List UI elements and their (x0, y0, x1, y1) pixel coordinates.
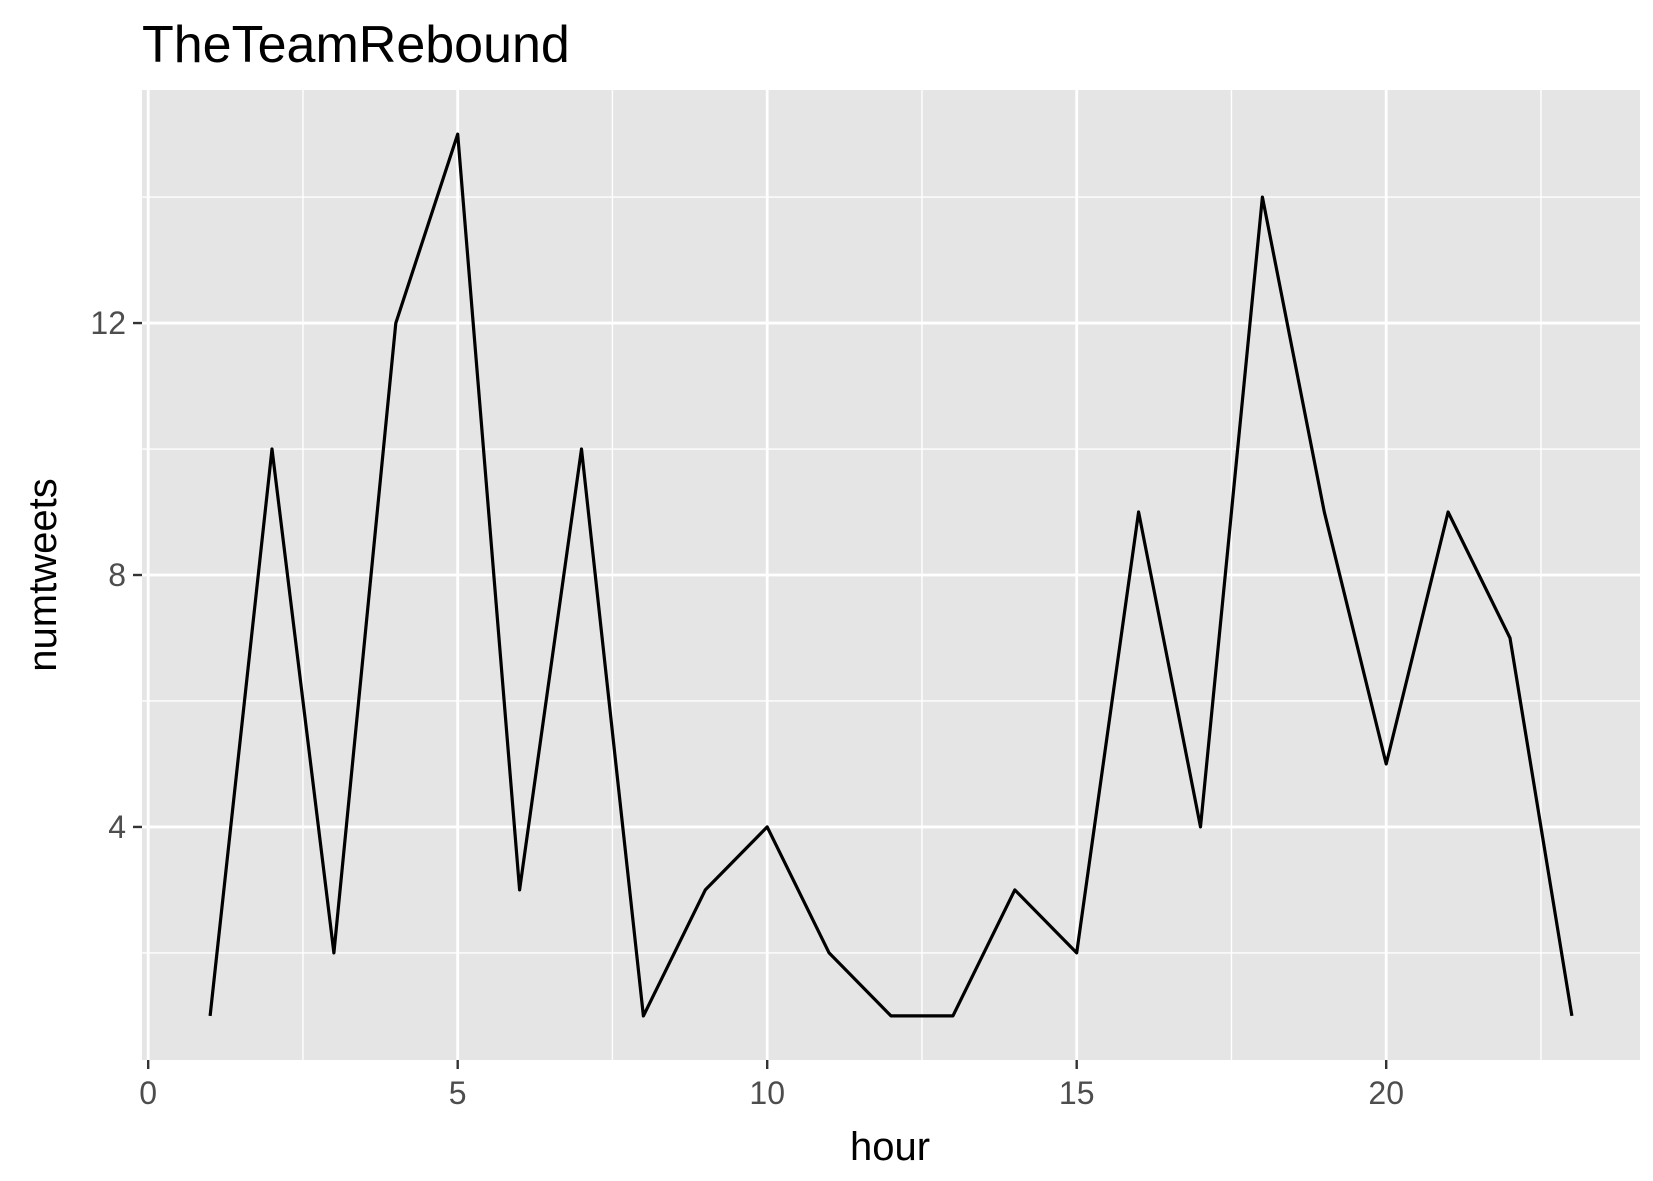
y-axis: 4 8 12 (90, 305, 142, 845)
x-tick-label: 5 (449, 1075, 467, 1111)
y-tick-label: 8 (108, 557, 126, 593)
x-tick-label: 15 (1059, 1075, 1095, 1111)
series-group (208, 132, 1574, 1018)
major-gridlines (142, 90, 1640, 1060)
x-axis: 0 5 10 15 20 (139, 1060, 1404, 1111)
x-axis-title: hour (850, 1125, 930, 1169)
series-line (208, 132, 1574, 1018)
y-tick-label: 4 (108, 809, 126, 845)
x-tick-label: 10 (749, 1075, 785, 1111)
x-tick-label: 20 (1368, 1075, 1404, 1111)
chart-title: TheTeamRebound (142, 16, 570, 74)
y-axis-title: numtweets (21, 478, 65, 671)
x-tick-label: 0 (139, 1075, 157, 1111)
y-tick-label: 12 (90, 305, 126, 341)
